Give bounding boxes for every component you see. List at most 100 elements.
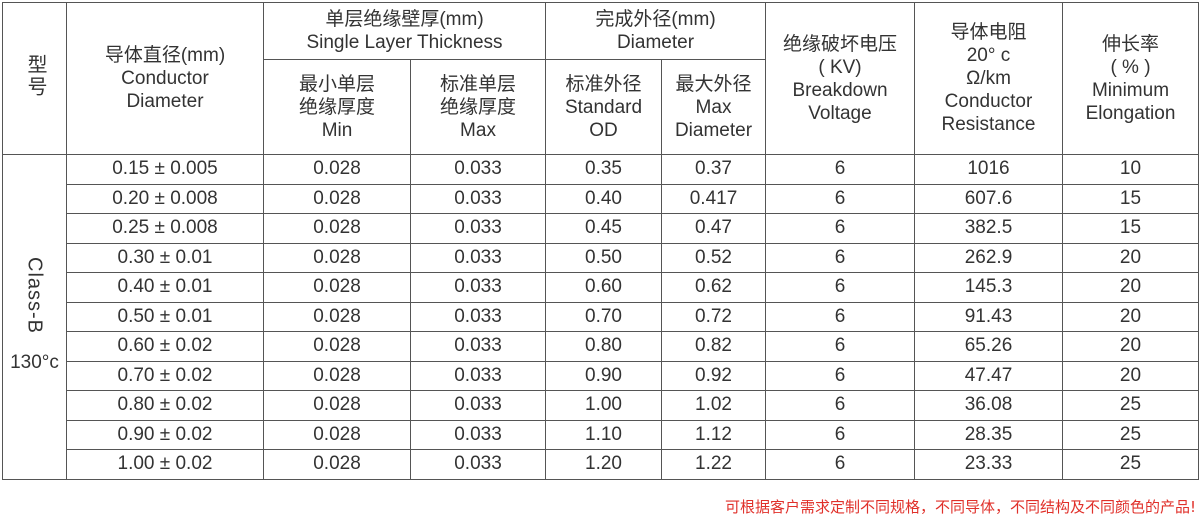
- header-elongation: 伸长率 ( % ) Minimum Elongation: [1062, 2, 1199, 155]
- table-row: 0.70 ± 0.02 0.028 0.033 0.90 0.92 6 47.47 20: [3, 360, 1199, 391]
- header-std-od-en1: Standard: [564, 96, 643, 118]
- table-cell: 65.26: [914, 331, 1063, 362]
- table-row: 0.40 ± 0.01 0.028 0.033 0.60 0.62 6 145.3 20: [3, 272, 1199, 303]
- table-cell: 20: [1062, 360, 1199, 391]
- table-cell: 0.30 ± 0.01: [66, 242, 264, 273]
- header-breakdown-en2: Voltage: [808, 102, 872, 124]
- table-cell: 6: [765, 242, 915, 273]
- table-cell: 0.033: [410, 301, 546, 332]
- table-row: 0.60 ± 0.02 0.028 0.033 0.80 0.82 6 65.26 20: [3, 331, 1199, 362]
- header-resistance-en1: Conductor: [944, 91, 1033, 112]
- table-cell: 0.45: [545, 213, 662, 244]
- header-elongation-unit: ( % ): [1110, 56, 1151, 78]
- header-breakdown-en1: Breakdown: [792, 79, 888, 101]
- footnote: 可根据客户需求定制不同规格，不同导体，不同结构及不同颜色的产品!: [724, 498, 1196, 516]
- table-cell: 0.92: [661, 360, 766, 391]
- table-cell: 15: [1062, 183, 1199, 214]
- table-cell: 25: [1062, 390, 1199, 421]
- table-cell: 15: [1062, 213, 1199, 244]
- table-row: 0.30 ± 0.01 0.028 0.033 0.50 0.52 6 262.9 20: [3, 242, 1199, 273]
- header-breakdown: 绝缘破坏电压 ( KV) Breakdown Voltage: [765, 2, 915, 155]
- table-cell: 28.35: [914, 419, 1063, 450]
- header-conductor-diameter-en1: Conductor: [121, 68, 209, 89]
- table-cell: 0.20 ± 0.008: [66, 183, 264, 214]
- table-cell: 25: [1062, 449, 1199, 480]
- header-max-od-en2: Diameter: [674, 119, 753, 141]
- table-cell: 20: [1062, 272, 1199, 303]
- class-label: Class-B: [23, 256, 46, 334]
- table-cell: 0.25 ± 0.008: [66, 213, 264, 244]
- table-cell: 91.43: [914, 301, 1063, 332]
- table-cell: 20: [1062, 242, 1199, 273]
- header-min-single: 最小单层 绝缘厚度 Min: [263, 59, 411, 155]
- header-std-single: 标准单层 绝缘厚度 Max: [410, 59, 546, 155]
- table-cell: 0.028: [263, 213, 411, 244]
- table-cell: 0.028: [263, 183, 411, 214]
- table-cell: 6: [765, 183, 915, 214]
- class-temp: 130°c: [10, 351, 59, 373]
- table-cell: 0.82: [661, 331, 766, 362]
- table-cell: 0.028: [263, 154, 411, 185]
- class-cell: Class-B 130°c: [2, 154, 67, 480]
- header-max-od-cn: 最大外径: [675, 73, 752, 95]
- table-cell: 0.15 ± 0.005: [66, 154, 264, 185]
- table-cell: 0.70: [545, 301, 662, 332]
- table-cell: 0.028: [263, 272, 411, 303]
- table-cell: 1.12: [661, 419, 766, 450]
- table-cell: 0.40 ± 0.01: [66, 272, 264, 303]
- header-elongation-cn: 伸长率: [1101, 33, 1159, 55]
- header-std-od-en2: OD: [589, 119, 618, 141]
- header-std-single-en: Max: [460, 119, 496, 141]
- header-resistance-en2: Resistance: [941, 114, 1036, 135]
- table-cell: 1.20: [545, 449, 662, 480]
- table-cell: 0.80 ± 0.02: [66, 390, 264, 421]
- header-resistance: 导体电阻 20° c Ω/km Conductor Resistance: [914, 2, 1063, 155]
- table-cell: 0.60: [545, 272, 662, 303]
- table-cell: 0.028: [263, 419, 411, 450]
- header-resistance-unit: Ω/km: [966, 68, 1011, 89]
- table-cell: 0.60 ± 0.02: [66, 331, 264, 362]
- header-breakdown-cn: 绝缘破坏电压: [782, 33, 897, 55]
- table-cell: 0.70 ± 0.02: [66, 360, 264, 391]
- header-conductor-diameter-en2: Diameter: [126, 91, 204, 112]
- table-cell: 0.028: [263, 390, 411, 421]
- table-cell: 0.033: [410, 242, 546, 273]
- header-model: 型号: [2, 2, 67, 155]
- header-std-single-cn2: 绝缘厚度: [439, 96, 516, 118]
- table-cell: 0.90: [545, 360, 662, 391]
- table-cell: 1016: [914, 154, 1063, 185]
- table-cell: 0.47: [661, 213, 766, 244]
- header-breakdown-unit: ( KV): [818, 56, 862, 78]
- table-row: Class-B 130°c 0.15 ± 0.005 0.028 0.033 0.35 0.…: [2, 154, 1199, 480]
- table-cell: 6: [765, 331, 915, 362]
- table-cell: 0.62: [661, 272, 766, 303]
- header-max-od-en1: Max: [695, 96, 732, 118]
- table-cell: 6: [765, 213, 915, 244]
- table-row: 1.00 ± 0.02 0.028 0.033 1.20 1.22 6 23.33 25: [3, 449, 1199, 480]
- table-cell: 0.033: [410, 449, 546, 480]
- table-cell: 6: [765, 449, 915, 480]
- header-max-od: 最大外径 Max Diameter: [661, 59, 766, 155]
- header-min-single-cn1: 最小单层: [298, 73, 375, 95]
- table-cell: 36.08: [914, 390, 1063, 421]
- table-cell: 47.47: [914, 360, 1063, 391]
- table-cell: 0.50: [545, 242, 662, 273]
- table-row: 0.80 ± 0.02 0.028 0.033 1.00 1.02 6 36.08 25: [3, 390, 1199, 421]
- header-model-label: 型号: [24, 53, 46, 98]
- table-cell: 0.80: [545, 331, 662, 362]
- table-row: 0.50 ± 0.01 0.028 0.033 0.70 0.72 6 91.43 20: [3, 301, 1199, 332]
- table-cell: 1.10: [545, 419, 662, 450]
- table-cell: 0.417: [661, 183, 766, 214]
- table-cell: 10: [1062, 154, 1199, 185]
- table-cell: 262.9: [914, 242, 1063, 273]
- table-cell: 0.52: [661, 242, 766, 273]
- table-cell: 0.028: [263, 242, 411, 273]
- table-cell: 1.02: [661, 390, 766, 421]
- header-min-single-cn2: 绝缘厚度: [298, 96, 375, 118]
- header-outer-diameter-en: Diameter: [616, 32, 695, 53]
- header-single-layer-cn: 单层绝缘壁厚(mm): [325, 9, 484, 30]
- header-elongation-en1: Minimum: [1091, 79, 1170, 101]
- header-single-layer: 单层绝缘壁厚(mm) Single Layer Thickness: [263, 2, 546, 60]
- header-std-single-cn1: 标准单层: [439, 73, 516, 95]
- table-cell: 1.22: [661, 449, 766, 480]
